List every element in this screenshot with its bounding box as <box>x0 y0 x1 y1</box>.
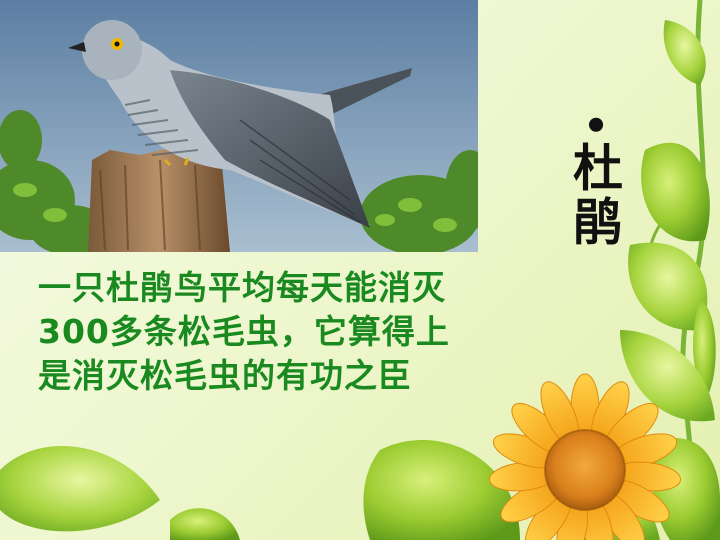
cuckoo-photo <box>0 0 478 252</box>
bullet-icon: • <box>571 112 617 142</box>
slide-caption: •杜鹃 <box>560 112 630 282</box>
leaf-top-right <box>663 20 706 85</box>
sunflower <box>488 373 682 540</box>
caption-text: 杜鹃 <box>565 141 623 250</box>
description-text: 一只杜鹃鸟平均每天能消灭300多条松毛虫，它算得上是消灭松毛虫的有功之臣 <box>38 268 450 395</box>
